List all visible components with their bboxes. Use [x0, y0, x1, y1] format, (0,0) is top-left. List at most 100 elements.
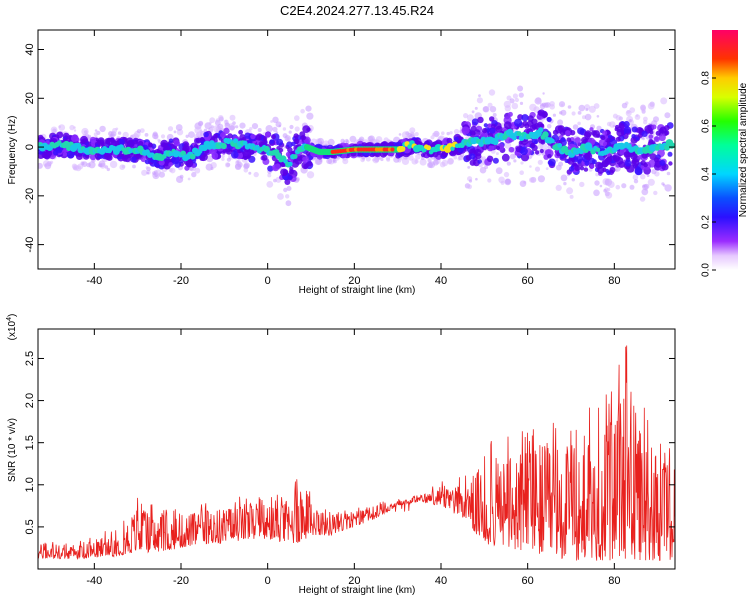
- spectrogram-halo-point: [629, 107, 636, 113]
- spectrogram-halo-point: [578, 104, 586, 112]
- spectrogram-halo-point: [500, 180, 505, 185]
- spectrogram-ridge-point: [189, 153, 196, 160]
- x-tick-label: -40: [86, 575, 102, 587]
- spectrogram-point: [584, 160, 590, 166]
- spectrogram-point: [534, 150, 540, 155]
- spectrogram-point: [527, 115, 534, 122]
- spectrogram-point: [302, 125, 311, 133]
- spectrogram-halo-point: [605, 191, 613, 199]
- spectrogram-point: [287, 175, 292, 180]
- spectrogram-point: [205, 136, 210, 142]
- y-tick-label: 2.0: [24, 393, 36, 408]
- spectrogram-point: [602, 130, 608, 136]
- spectrogram-halo-point: [505, 178, 511, 185]
- spectrogram-point: [203, 131, 209, 138]
- spectrogram-point: [199, 137, 205, 142]
- spectrogram-halo-point: [209, 117, 216, 124]
- spectrogram-point: [223, 127, 230, 135]
- spectrogram-halo-point: [401, 157, 410, 165]
- spectrogram-halo-point: [483, 106, 490, 113]
- spectrogram-point: [606, 138, 611, 143]
- spectrogram-halo-point: [236, 160, 240, 164]
- spectrogram-point: [262, 138, 268, 145]
- spectrogram-x-ticks: -40 -20 0 20 40 60 80: [86, 30, 620, 287]
- y-tick-label: 1.5: [24, 435, 36, 450]
- spectrogram-point: [168, 138, 174, 143]
- y-tick-label: 0.5: [24, 519, 36, 534]
- spectrogram-peak-point: [390, 147, 395, 152]
- spectrogram-halo-point: [234, 163, 242, 170]
- spectrogram-point: [539, 148, 544, 154]
- spectrogram-point: [600, 135, 606, 141]
- spectrogram-point: [643, 162, 648, 168]
- y-tick-label: -20: [24, 188, 36, 204]
- colorbar: 0.0 0.2 0.4 0.6 0.8 Normalized spectral ampl…: [701, 30, 749, 277]
- spectrogram-point: [501, 153, 510, 162]
- spectrogram-halo-point: [569, 194, 574, 199]
- spectrogram-point: [508, 146, 515, 153]
- spectrogram-halo-point: [449, 131, 453, 135]
- spectrogram-halo-point: [487, 102, 493, 108]
- spectrogram-halo-point: [221, 154, 225, 158]
- spectrogram-halo-point: [109, 160, 118, 169]
- spectrogram-halo-point: [141, 169, 148, 176]
- spectrogram-point: [584, 152, 593, 161]
- spectrogram-halo-point: [267, 173, 272, 178]
- spectrogram-point: [454, 136, 459, 142]
- spectrogram-halo-point: [596, 125, 602, 131]
- spectrogram-point: [117, 152, 123, 158]
- spectrogram-halo-point: [647, 178, 655, 186]
- spectrogram-ridge-point: [595, 147, 601, 152]
- spectrogram-halo-point: [173, 130, 177, 134]
- spectrogram-halo-point: [660, 97, 668, 105]
- spectrogram-halo-point: [277, 193, 284, 200]
- spectrogram-halo-point: [332, 159, 337, 164]
- spectrogram-halo-point: [117, 131, 122, 135]
- spectrogram-point: [231, 151, 239, 159]
- x-tick-label: 60: [522, 275, 534, 287]
- spectrogram-halo-point: [365, 156, 371, 162]
- spectrogram-halo-point: [666, 171, 671, 176]
- spectrogram-point: [66, 150, 75, 159]
- spectrogram-ridge-point: [426, 145, 432, 151]
- spectrogram-point: [514, 118, 523, 127]
- spectrogram-halo-point: [300, 108, 305, 114]
- spectrogram-halo-point: [621, 102, 628, 109]
- spectrogram-point: [591, 159, 597, 165]
- spectrogram-point: [559, 154, 565, 160]
- spectrogram-point: [89, 136, 97, 143]
- x-tick-label: -40: [86, 275, 102, 287]
- spectrogram-halo-point: [434, 132, 439, 137]
- spectrogram-halo-point: [53, 128, 57, 132]
- colorbar-label: Normalized spectral amplitude: [738, 82, 749, 217]
- snr-y-ticks: 0.5 1.0 1.5 2.0 2.5: [24, 351, 675, 535]
- snr-frame: [37, 328, 676, 570]
- colorbar-tick-label: 0.2: [701, 215, 712, 229]
- spectrogram-halo-point: [372, 158, 375, 162]
- spectrogram-halo-point: [640, 174, 646, 180]
- spectrogram-point: [574, 165, 581, 172]
- spectrogram-halo-point: [571, 111, 576, 116]
- spectrogram-halo-point: [272, 116, 279, 124]
- spectrogram-point: [163, 144, 171, 152]
- spectrogram-halo-point: [288, 130, 292, 134]
- spectrogram-halo-point: [71, 163, 77, 169]
- spectrogram-halo-point: [81, 161, 88, 168]
- spectrogram-point: [601, 159, 610, 168]
- spectrogram-point: [616, 126, 623, 133]
- spectrogram-point: [547, 160, 553, 166]
- spectrogram-halo-point: [559, 111, 563, 115]
- spectrogram-halo-point: [632, 174, 639, 180]
- spectrogram-point: [255, 134, 262, 141]
- spectrogram-point: [531, 137, 538, 145]
- spectrogram-halo-point: [594, 180, 600, 186]
- spectrogram-point: [137, 140, 144, 147]
- spectrogram-point: [530, 142, 536, 148]
- spectrogram-halo-point: [294, 115, 300, 121]
- spectrogram-point: [285, 151, 291, 157]
- spectrogram-point: [667, 151, 673, 157]
- spectrogram-point: [164, 161, 169, 167]
- spectrogram-halo-point: [643, 116, 648, 122]
- spectrogram-halo-point: [503, 100, 511, 108]
- spectrogram-point: [522, 120, 528, 127]
